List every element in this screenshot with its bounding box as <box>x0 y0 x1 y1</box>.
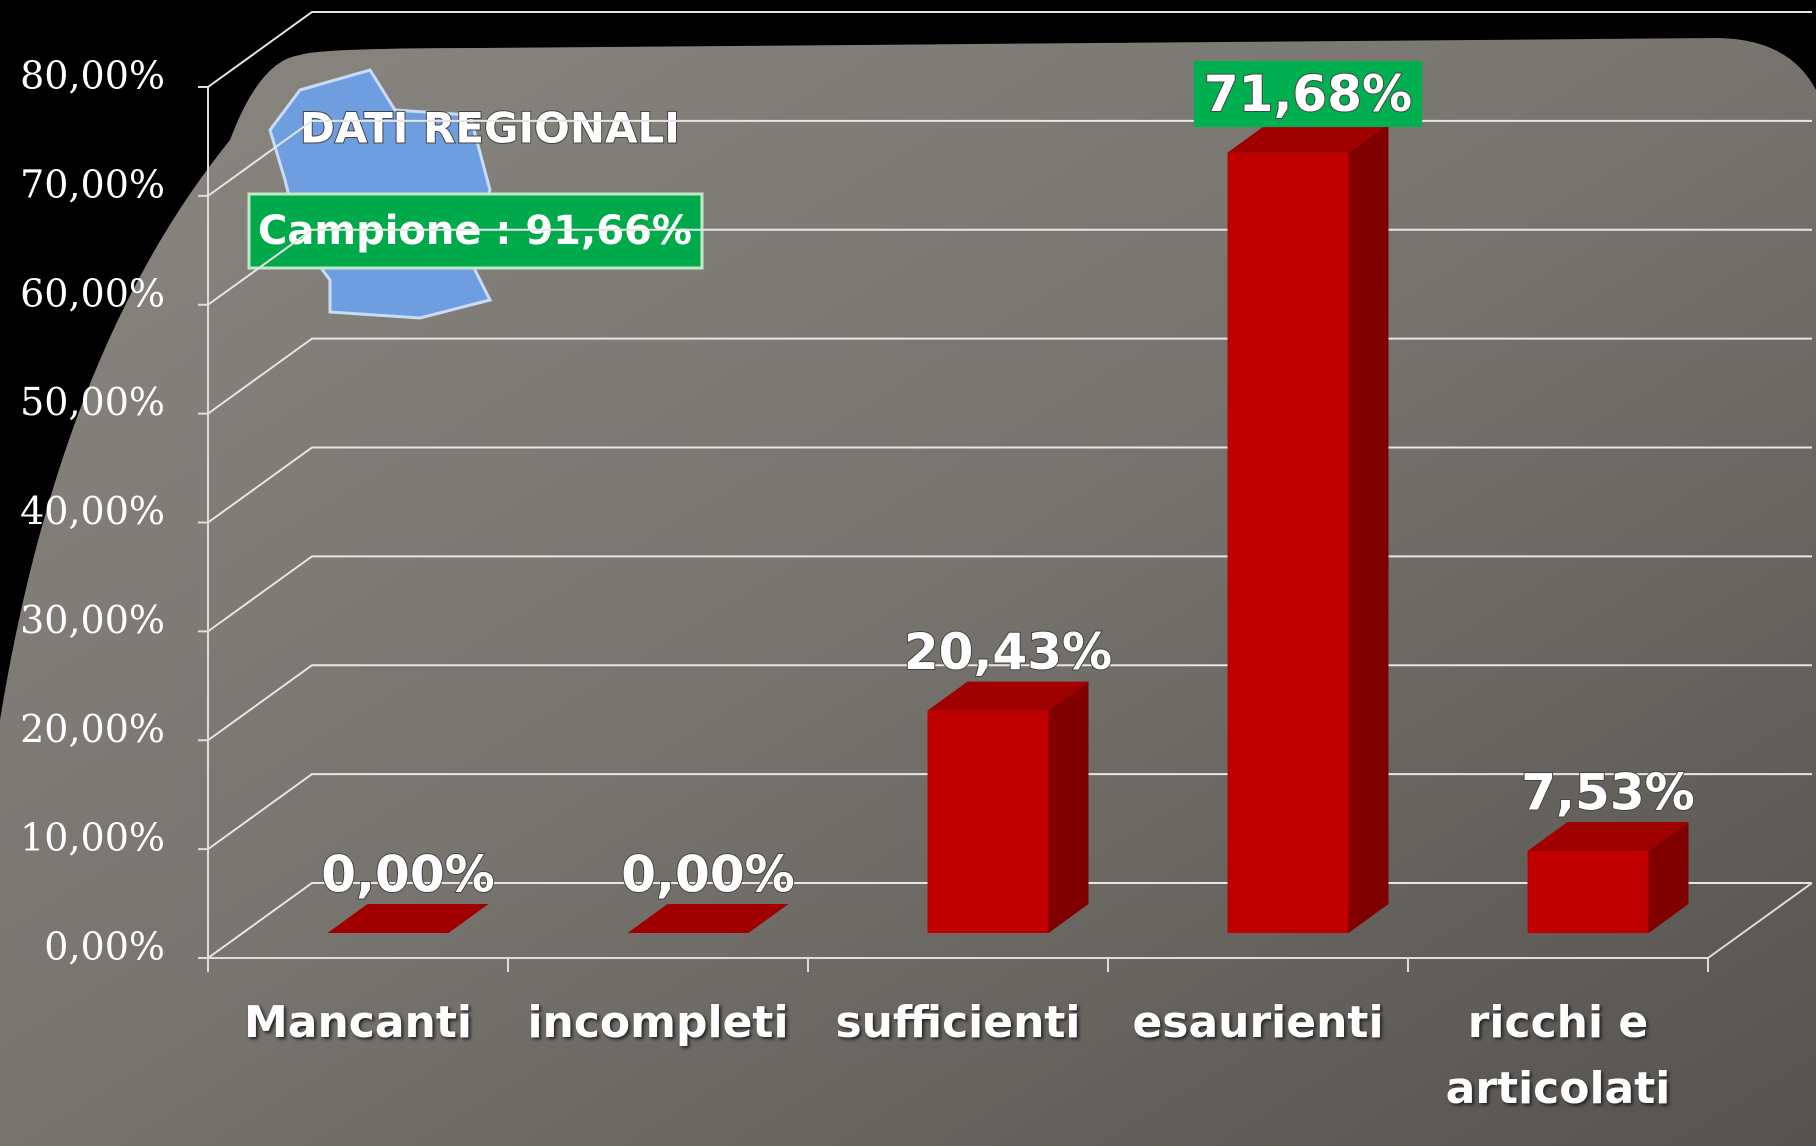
x-tick-label: sufficienti <box>808 990 1108 1056</box>
y-tick-label: 40,00% <box>20 489 165 533</box>
y-tick-label: 50,00% <box>20 380 165 424</box>
value-label: 20,43% <box>904 623 1112 681</box>
chart: DATI REGIONALI Campione : 91,66% 0,00% 10… <box>0 0 1816 1146</box>
value-label: 0,00% <box>321 846 494 904</box>
bar-front <box>1228 153 1349 933</box>
bar-side <box>1049 682 1089 933</box>
bar-side <box>1349 124 1389 933</box>
bar-front <box>928 711 1049 933</box>
bar-front <box>1528 851 1649 933</box>
y-tick-label: 70,00% <box>20 162 165 206</box>
page: DATI REGIONALI Campione : 91,66% 0,00% 10… <box>0 0 1816 1146</box>
value-label: 0,00% <box>621 846 794 904</box>
y-tick-label: 20,00% <box>20 707 165 751</box>
bar <box>1528 822 1689 933</box>
x-tick-label: Mancanti <box>208 990 508 1056</box>
y-tick-label: 30,00% <box>20 598 165 642</box>
x-tick-label: ricchi e articolati <box>1408 990 1708 1122</box>
y-tick-label: 60,00% <box>20 271 165 315</box>
bar <box>1228 124 1389 933</box>
x-tick-label: esaurienti <box>1108 990 1408 1056</box>
value-label: 71,68% <box>1204 65 1412 123</box>
chart-title: DATI REGIONALI <box>300 104 680 153</box>
bar <box>928 682 1089 933</box>
y-tick-label: 10,00% <box>20 816 165 860</box>
x-tick-label: incompleti <box>508 990 808 1056</box>
y-tick-label: 0,00% <box>44 925 165 969</box>
slide: DATI REGIONALI Campione : 91,66% 0,00% 10… <box>0 0 1816 1146</box>
value-label: 7,53% <box>1521 764 1694 822</box>
y-tick-label: 80,00% <box>20 54 165 98</box>
sample-label: Campione : 91,66% <box>258 208 692 254</box>
